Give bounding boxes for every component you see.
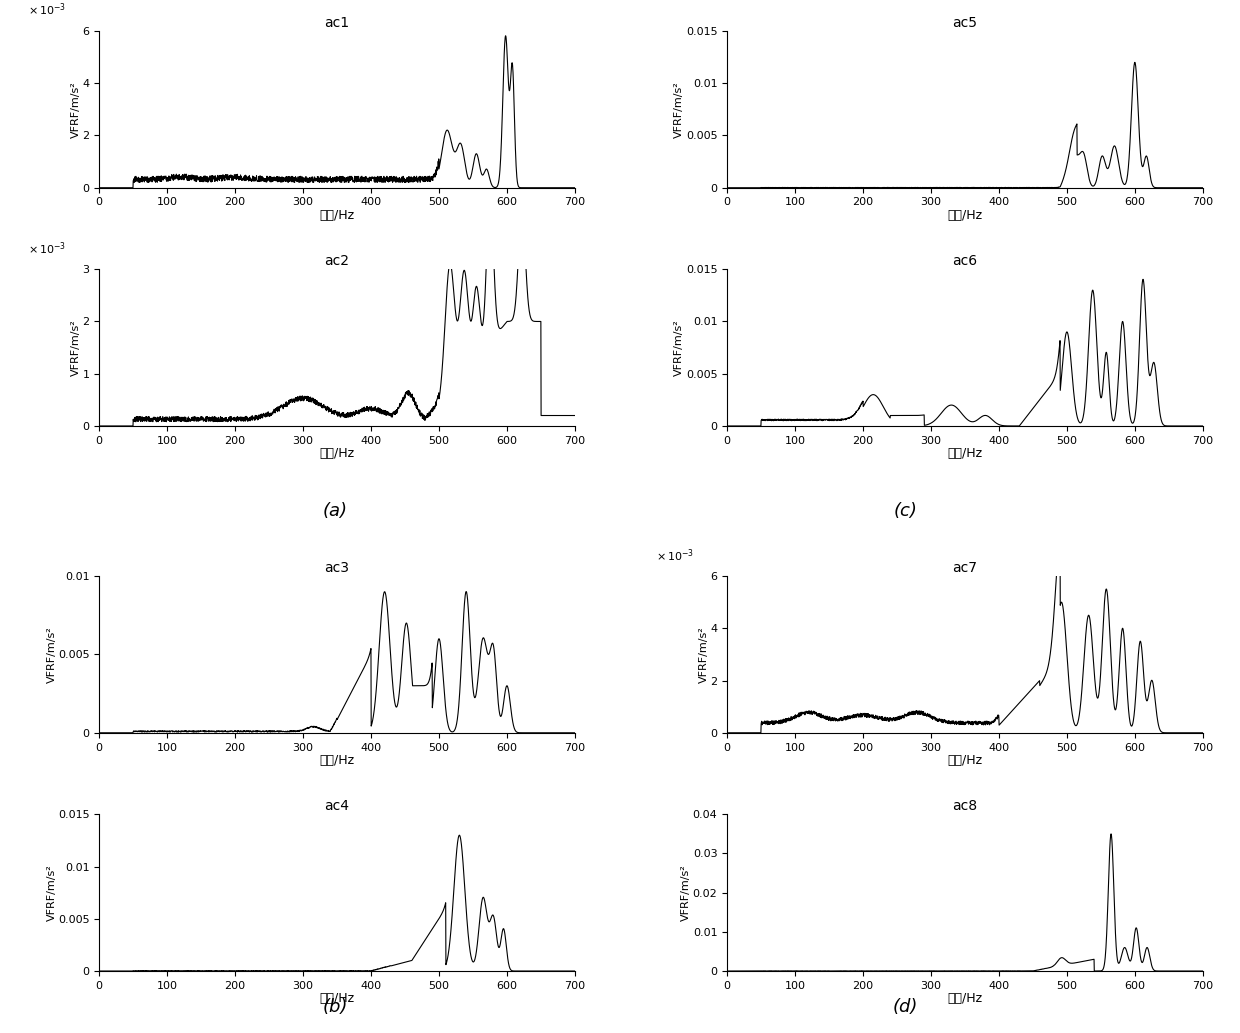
Title: ac6: ac6: [952, 254, 977, 268]
Y-axis label: VFRF/m/s²: VFRF/m/s²: [681, 865, 691, 921]
X-axis label: 频率/Hz: 频率/Hz: [947, 209, 982, 222]
Y-axis label: VFRF/m/s²: VFRF/m/s²: [46, 865, 57, 921]
X-axis label: 频率/Hz: 频率/Hz: [320, 992, 355, 1005]
Title: ac4: ac4: [325, 800, 350, 813]
Title: ac1: ac1: [325, 15, 350, 30]
Title: ac3: ac3: [325, 561, 350, 575]
Text: $\times\,10^{-3}$: $\times\,10^{-3}$: [656, 546, 694, 564]
Y-axis label: VFRF/m/s²: VFRF/m/s²: [675, 81, 684, 137]
Y-axis label: VFRF/m/s²: VFRF/m/s²: [699, 626, 709, 683]
X-axis label: 频率/Hz: 频率/Hz: [947, 992, 982, 1005]
Y-axis label: VFRF/m/s²: VFRF/m/s²: [46, 626, 57, 683]
Text: $\times\,10^{-3}$: $\times\,10^{-3}$: [27, 240, 66, 256]
Text: (b): (b): [322, 998, 347, 1016]
X-axis label: 频率/Hz: 频率/Hz: [320, 754, 355, 766]
Title: ac2: ac2: [325, 254, 350, 268]
X-axis label: 频率/Hz: 频率/Hz: [320, 209, 355, 222]
X-axis label: 频率/Hz: 频率/Hz: [320, 447, 355, 460]
Text: $\times\,10^{-3}$: $\times\,10^{-3}$: [27, 2, 66, 19]
Y-axis label: VFRF/m/s²: VFRF/m/s²: [71, 81, 81, 137]
X-axis label: 频率/Hz: 频率/Hz: [947, 447, 982, 460]
Y-axis label: VFRF/m/s²: VFRF/m/s²: [675, 319, 684, 376]
Title: ac8: ac8: [952, 800, 977, 813]
Text: (a): (a): [322, 502, 347, 521]
Title: ac5: ac5: [952, 15, 977, 30]
X-axis label: 频率/Hz: 频率/Hz: [947, 754, 982, 766]
Text: (d): (d): [893, 998, 918, 1016]
Title: ac7: ac7: [952, 561, 977, 575]
Text: (c): (c): [893, 502, 918, 521]
Y-axis label: VFRF/m/s²: VFRF/m/s²: [71, 319, 81, 376]
